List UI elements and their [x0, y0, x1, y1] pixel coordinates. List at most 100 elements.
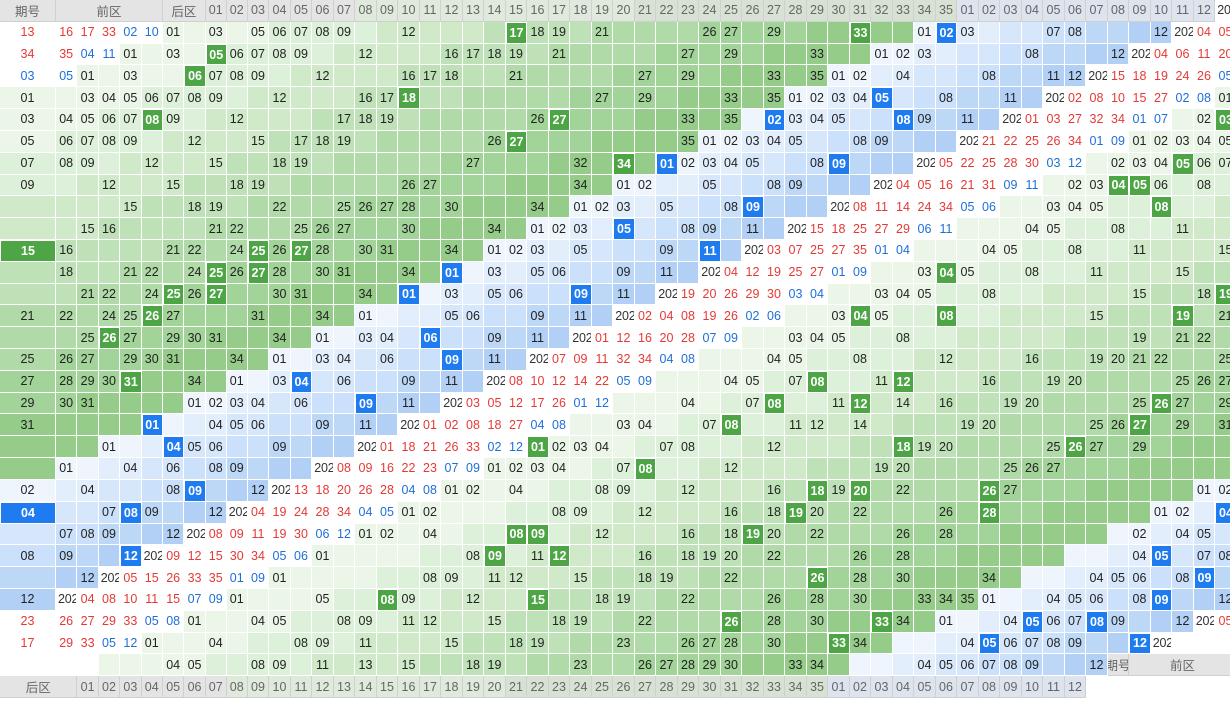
- front-trend-cell: 26: [634, 654, 657, 677]
- front-trend-cell: [828, 523, 850, 546]
- back-trend-cell: 06: [376, 349, 399, 371]
- front-trend-cell: [699, 588, 721, 611]
- front-trend-cell: [742, 567, 764, 589]
- front-trend-cell: 11: [871, 370, 893, 393]
- front-trend-cell: [1043, 479, 1065, 502]
- back-trend-cell: [1043, 567, 1065, 589]
- back-trend-cell: 09: [269, 436, 291, 459]
- front-hit-cell: 26: [141, 305, 163, 328]
- front-trend-cell: 19: [656, 567, 678, 589]
- front-trend-cell: 19: [1000, 392, 1022, 415]
- front-trend-cell: [742, 21, 764, 44]
- front-trend-cell: [1150, 479, 1173, 502]
- front-trend-cell: 18: [505, 632, 528, 655]
- drawn-front-number: 16: [376, 458, 399, 480]
- front-trend-cell: 27: [1086, 436, 1108, 459]
- front-trend-cell: [333, 65, 356, 88]
- back-trend-cell: 06: [1129, 567, 1151, 589]
- front-trend-cell: 28: [398, 196, 420, 219]
- front-trend-cell: [205, 305, 227, 328]
- front-trend-cell: [1000, 218, 1022, 240]
- front-trend-cell: [785, 632, 807, 655]
- front-trend-cell: [398, 152, 420, 175]
- back-trend-cell: 08: [978, 65, 1001, 88]
- front-trend-cell: [141, 239, 163, 262]
- front-trend-cell: [333, 588, 356, 611]
- front-trend-cell: [957, 567, 979, 589]
- front-trend-cell: [1150, 239, 1173, 262]
- front-trend-cell: 27: [1000, 479, 1022, 502]
- front-trend-cell: [505, 501, 528, 524]
- back-trend-cell: 09: [699, 218, 721, 240]
- back-trend-cell: [935, 43, 958, 66]
- drawn-front-number: 24: [290, 501, 313, 524]
- drawn-front-number: 08: [205, 523, 227, 546]
- front-trend-cell: [957, 349, 979, 371]
- front-trend-cell: 19: [548, 21, 571, 44]
- drawn-front-number: 09: [162, 545, 185, 568]
- front-trend-cell: [462, 567, 485, 589]
- back-trend-cell: 03: [699, 152, 721, 175]
- front-trend-cell: [1193, 239, 1216, 262]
- drawn-front-number: 12: [742, 261, 764, 284]
- front-trend-cell: [699, 87, 721, 110]
- front-trend-cell: [376, 65, 399, 88]
- front-trend-cell: [742, 349, 764, 371]
- drawn-front-number: 05: [120, 567, 142, 589]
- front-trend-cell: 23: [570, 654, 592, 677]
- front-trend-cell: [290, 610, 313, 633]
- front-trend-cell: [1043, 501, 1065, 524]
- back-trend-cell: [462, 370, 485, 393]
- drawn-back-number: 01: [570, 392, 592, 415]
- front-trend-cell: 29: [699, 654, 721, 677]
- front-trend-cell: [871, 479, 893, 502]
- front-trend-cell: [120, 152, 142, 175]
- drawn-front-number: 04: [1193, 21, 1216, 44]
- back-hit-cell: 08: [892, 109, 915, 131]
- front-col-header: 32: [742, 676, 764, 698]
- front-trend-cell: [1193, 305, 1216, 328]
- back-trend-cell: 09: [484, 327, 506, 349]
- back-trend-cell: 08: [763, 174, 786, 197]
- back-trend-cell: 12: [1064, 65, 1087, 88]
- front-trend-cell: [247, 196, 270, 219]
- front-col-header: 14: [484, 0, 506, 22]
- front-trend-cell: [355, 588, 377, 611]
- back-trend-cell: [1021, 65, 1044, 88]
- front-trend-cell: [441, 130, 463, 153]
- front-hit-cell: 27: [548, 109, 571, 131]
- back-col-header: 10: [1021, 676, 1044, 698]
- back-trend-cell: [141, 436, 163, 459]
- front-trend-cell: 19: [290, 152, 313, 175]
- front-trend-cell: [355, 174, 377, 197]
- back-hit-cell: 09: [355, 392, 377, 415]
- back-trend-cell: [419, 283, 442, 306]
- front-trend-cell: [742, 436, 764, 459]
- front-trend-cell: 27: [333, 218, 356, 240]
- front-trend-cell: 05: [914, 283, 936, 306]
- back-trend-cell: 11: [742, 218, 764, 240]
- back-col-header: 06: [935, 676, 958, 698]
- back-trend-cell: 03: [441, 283, 463, 306]
- drawn-back-number: 11: [1021, 174, 1044, 197]
- drawn-front-number: 20: [1215, 43, 1230, 66]
- front-zone-header: 前区: [56, 0, 163, 22]
- front-trend-cell: [419, 218, 442, 240]
- drawn-front-number: 01: [419, 414, 442, 437]
- drawn-back-number: 07: [184, 588, 206, 611]
- front-trend-cell: [806, 349, 829, 371]
- front-trend-cell: 22: [1150, 349, 1173, 371]
- front-trend-cell: 18: [591, 588, 614, 611]
- front-trend-cell: [1215, 436, 1230, 459]
- front-trend-cell: [1086, 152, 1108, 175]
- back-trend-cell: 05: [527, 261, 549, 284]
- drawn-back-number: 06: [312, 523, 334, 546]
- front-trend-cell: [1150, 370, 1173, 393]
- front-trend-cell: [656, 588, 678, 611]
- front-trend-cell: 27: [699, 632, 721, 655]
- back-trend-cell: 12: [77, 567, 99, 589]
- front-trend-cell: [398, 239, 420, 262]
- front-trend-cell: [462, 501, 485, 524]
- front-trend-cell: [505, 152, 528, 175]
- front-trend-cell: 15: [398, 654, 420, 677]
